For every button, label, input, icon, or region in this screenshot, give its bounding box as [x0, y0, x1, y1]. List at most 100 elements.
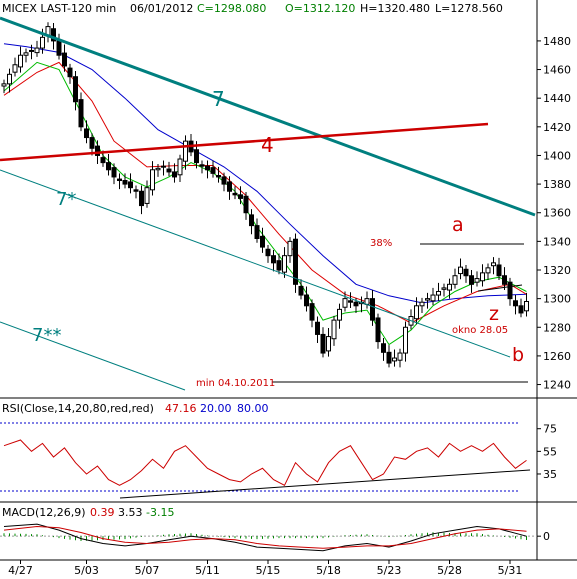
candle-body [513, 300, 518, 307]
label-4: 4 [261, 133, 274, 157]
candle-body [232, 192, 238, 196]
rsi-tick-label: 55 [543, 445, 557, 458]
candle-body [95, 145, 100, 156]
candle-body [155, 167, 161, 171]
candle-body [29, 49, 34, 52]
label-7: 7 [212, 87, 225, 111]
candle-body [370, 298, 375, 321]
candle-body [331, 319, 337, 340]
candle-body [150, 169, 155, 191]
x-tick-label: 5/28 [437, 564, 462, 577]
candle-body [194, 149, 199, 164]
rsi-line [3, 439, 527, 486]
candle-body [216, 175, 221, 178]
candle-body [133, 189, 139, 192]
candle-body [249, 214, 254, 227]
candle-body [62, 52, 67, 67]
rsi-legend: RSI(Close,14,20,80,red,red) 47.16 20.00 … [2, 402, 269, 415]
x-tick-label: 5/11 [195, 564, 220, 577]
candle-body [117, 178, 122, 182]
candle-body [326, 336, 331, 352]
price-tick-label: 1300 [543, 293, 571, 306]
candle-body [458, 266, 463, 275]
candle-body [205, 165, 210, 171]
x-tick-label: 5/07 [135, 564, 160, 577]
candle-body [265, 248, 271, 257]
x-tick-label: 4/27 [8, 564, 33, 577]
candle-body [84, 128, 89, 139]
candle-body [524, 301, 529, 312]
candle-body [496, 264, 502, 277]
rsi-axis-ticks: 35 55 75 [537, 423, 557, 481]
candle-body [18, 54, 23, 68]
candle-body [502, 275, 507, 285]
price-tick-label: 1360 [543, 207, 571, 220]
price-tick-label: 1240 [543, 379, 571, 392]
price-tick-label: 1280 [543, 321, 571, 334]
rsi-legend-value: 47.16 [165, 402, 197, 415]
candle-body [12, 64, 18, 73]
candle-body [210, 167, 216, 174]
candle-body [386, 351, 392, 364]
candlesticks [1, 22, 529, 368]
candle-body [419, 301, 425, 307]
candle-body [172, 171, 177, 178]
candle-body [1, 83, 7, 87]
x-tick-label: 5/23 [377, 564, 402, 577]
candle-body [271, 255, 276, 264]
candle-body [293, 238, 298, 285]
label-min: min 04.10.2011 [196, 378, 275, 389]
candle-body [183, 140, 188, 162]
macd-tick-label: 0 [543, 530, 550, 543]
candle-body [304, 294, 309, 307]
candle-body [56, 40, 62, 56]
label-7-star: 7* [56, 189, 76, 210]
candle-body [238, 194, 243, 199]
candle-body [469, 275, 474, 285]
rsi-legend-lower: 20.00 [200, 402, 232, 415]
price-tick-label: 1400 [543, 149, 571, 162]
candle-body [166, 168, 172, 173]
macd-legend-macd: 0.39 [90, 506, 115, 519]
candle-body [51, 28, 56, 42]
label-7-double-star: 7** [32, 325, 61, 346]
rsi-trendline [119, 469, 531, 499]
price-tick-label: 1440 [543, 92, 571, 105]
candle-body [353, 301, 359, 307]
candle-body [67, 67, 73, 78]
header-high: H=1320.480 [360, 2, 430, 15]
candle-body [375, 317, 381, 343]
candle-body [23, 52, 29, 56]
candle-body [100, 157, 106, 164]
macd-legend-name: MACD(12,26,9) [2, 506, 86, 519]
candle-body [474, 278, 480, 283]
trendline-7 [0, 16, 536, 217]
macd-legend-hist: -3.15 [146, 506, 174, 519]
candle-body [282, 255, 287, 273]
candle-body [491, 262, 496, 267]
candle-body [447, 283, 452, 291]
trendline-4 [0, 122, 489, 162]
candle-body [403, 326, 408, 354]
candle-body [452, 275, 458, 285]
candle-body [254, 225, 260, 239]
candle-body [199, 164, 205, 167]
price-tick-label: 1380 [543, 178, 571, 191]
candle-body [441, 287, 447, 290]
macd-legend: MACD(12,26,9) 0.39 3.53 -3.15 [2, 506, 174, 519]
candle-body [315, 321, 320, 335]
candle-body [34, 47, 40, 54]
candle-body [122, 180, 128, 185]
rsi-tick-label: 75 [543, 423, 557, 436]
label-a: a [452, 214, 464, 236]
candle-body [348, 300, 353, 303]
z-line [477, 284, 523, 292]
candle-body [392, 357, 397, 362]
candle-body [106, 162, 111, 171]
price-tick-label: 1340 [543, 235, 571, 248]
candle-body [381, 343, 386, 353]
price-tick-label: 1460 [543, 64, 571, 77]
macd-series [0, 523, 537, 552]
x-tick-label: 5/15 [256, 564, 281, 577]
